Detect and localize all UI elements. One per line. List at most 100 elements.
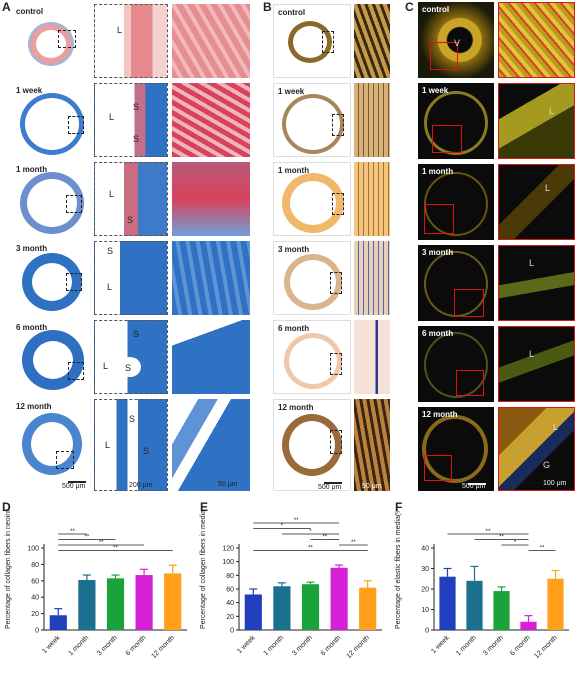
significance-marker: ** — [322, 535, 327, 541]
bar — [164, 573, 182, 630]
c-overview-1month: 1 month — [418, 164, 494, 240]
c-overview-control: V control — [418, 2, 494, 78]
x-tick-label: 6 month — [320, 634, 343, 657]
a-zoom2-12month: 50 μm — [172, 399, 250, 491]
c-zoom-control — [498, 2, 575, 78]
y-tick-label: 100 — [27, 546, 39, 553]
significance-marker: ** — [99, 540, 104, 546]
y-tick-label: 30 — [421, 566, 429, 573]
y-tick-label: 80 — [31, 562, 39, 569]
a-zoom2-1month — [172, 162, 250, 236]
a-overview-1week: 1 week — [12, 83, 92, 157]
panel-label-e: E — [200, 500, 209, 514]
y-tick-label: 20 — [31, 611, 39, 618]
significance-marker: ** — [351, 540, 356, 546]
x-tick-label: 1 month — [67, 634, 90, 657]
b-zoom-3month — [354, 241, 390, 315]
x-tick-label: 3 month — [482, 634, 505, 657]
y-tick-label: 20 — [421, 587, 429, 594]
x-tick-label: 1 month — [262, 634, 285, 657]
b-overview-control: control — [273, 4, 351, 78]
x-tick-label: 6 month — [509, 634, 532, 657]
b-overview-12month: 12 month 500 μm — [273, 399, 351, 491]
panel-label-d: D — [2, 500, 11, 514]
c-zoom-1month: L — [498, 164, 575, 240]
c-zoom-3month: L — [498, 245, 575, 321]
bar — [439, 576, 456, 630]
bar — [301, 584, 320, 630]
y-tick-label: 0 — [230, 628, 234, 635]
panel-label-a: A — [2, 0, 11, 14]
a-zoom2-3month — [172, 241, 250, 315]
a-zoom2-1week — [172, 83, 250, 157]
panel-label-b: B — [263, 0, 272, 14]
y-tick-label: 120 — [222, 546, 234, 553]
panel-label-f: F — [395, 500, 403, 514]
significance-marker: ** — [540, 546, 545, 552]
significance-marker: ** — [85, 535, 90, 541]
chart-f: Percentage of elastic fibers in media(%)… — [395, 510, 569, 660]
significance-marker: ** — [308, 546, 313, 552]
y-tick-label: 10 — [421, 607, 429, 614]
bar — [466, 580, 483, 630]
x-tick-label: 1 month — [455, 634, 478, 657]
y-axis-label: Percentage of collagen fibers in neointi… — [5, 510, 12, 629]
y-axis-label: Percentage of elastic fibers in media(%) — [395, 510, 402, 629]
c-overview-12month: 12 month 500 μm — [418, 407, 494, 491]
y-axis-label: Percentage of collagen fibers in media(%… — [200, 510, 207, 629]
a-overview-3month: 3 month — [12, 241, 92, 315]
bar — [547, 578, 564, 630]
a-zoom1-control: L — [94, 4, 168, 78]
x-tick-label: 12 month — [533, 634, 559, 660]
x-tick-label: 1 week — [41, 634, 62, 655]
b-overview-3month: 3 month — [273, 241, 351, 315]
x-tick-label: 12 month — [151, 634, 177, 660]
x-tick-label: 6 month — [125, 634, 148, 657]
a-zoom1-1week: L S S — [94, 83, 168, 157]
chart-d: Percentage of collagen fibers in neointi… — [5, 510, 187, 660]
a-zoom2-6month — [172, 320, 250, 394]
bar — [273, 586, 291, 630]
significance-marker: ** — [113, 546, 118, 552]
c-zoom-1week: L — [498, 83, 575, 159]
bar — [49, 615, 67, 630]
b-overview-1month: 1 month — [273, 162, 351, 236]
a-zoom1-1month: L S — [94, 162, 168, 236]
y-tick-label: 40 — [421, 546, 429, 553]
significance-marker: ** — [70, 529, 75, 535]
b-zoom-12month: 50 μm — [354, 399, 390, 491]
c-overview-6month: 6 month — [418, 326, 494, 402]
significance-marker: ** — [499, 535, 504, 541]
y-tick-label: 60 — [226, 587, 234, 594]
a-overview-1month: 1 month — [12, 162, 92, 236]
x-tick-label: 12 month — [346, 634, 372, 660]
significance-marker: * — [514, 540, 517, 546]
y-tick-label: 40 — [226, 600, 234, 607]
bar — [78, 579, 96, 630]
significance-marker: ** — [294, 518, 299, 524]
b-zoom-6month — [354, 320, 390, 394]
a-zoom1-3month: S L — [94, 241, 168, 315]
a-overview-6month: 6 month — [12, 320, 92, 394]
x-tick-label: 1 week — [430, 634, 451, 655]
bar — [135, 575, 153, 630]
c-zoom-12month: L G 100 μm — [498, 407, 575, 491]
significance-marker: * — [281, 524, 284, 530]
b-zoom-control — [354, 4, 390, 78]
b-overview-1week: 1 week — [273, 83, 351, 157]
bar — [330, 567, 348, 630]
bar — [359, 587, 377, 630]
chart-e: Percentage of collagen fibers in media(%… — [200, 510, 382, 660]
x-tick-label: 3 month — [291, 634, 314, 657]
b-zoom-1month — [354, 162, 390, 236]
bar — [106, 578, 125, 630]
y-tick-label: 40 — [31, 595, 39, 602]
a-zoom1-12month: L S S 200 μm — [94, 399, 168, 491]
x-tick-label: 1 week — [236, 634, 257, 655]
c-overview-3month: 3 month — [418, 245, 494, 321]
a-zoom1-6month: L S S — [94, 320, 168, 394]
y-tick-label: 0 — [35, 628, 39, 635]
y-tick-label: 80 — [226, 573, 234, 580]
significance-marker: ** — [486, 529, 491, 535]
c-overview-1week: 1 week — [418, 83, 494, 159]
